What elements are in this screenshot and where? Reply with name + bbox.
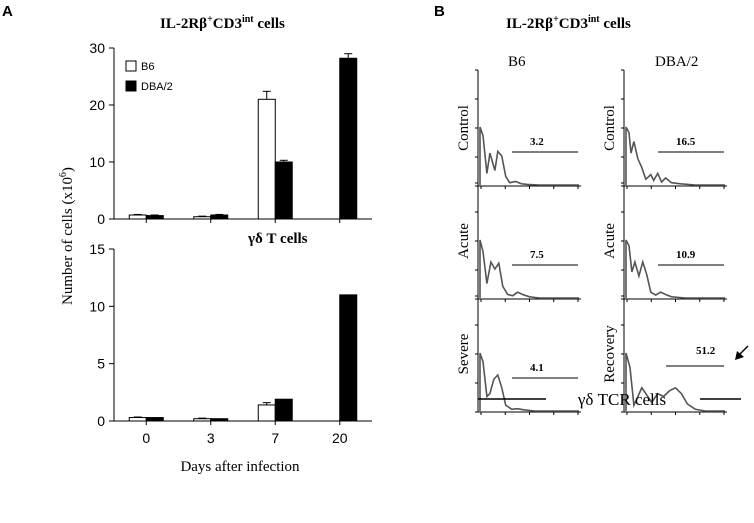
histogram-control-b6: 3.2 Control bbox=[456, 69, 581, 189]
bar-dba2-0 bbox=[145, 417, 164, 422]
histogram-severe-b6: 4.1 Severe bbox=[456, 295, 581, 415]
y-tick-label: 5 bbox=[97, 356, 105, 372]
histogram-row-label: Control bbox=[456, 105, 472, 151]
panel-b-title: IL-2Rβ+CD3int cells bbox=[506, 14, 631, 32]
y-tick-label: 15 bbox=[89, 241, 105, 257]
bar-b6-7 bbox=[257, 404, 276, 422]
y-tick-label: 20 bbox=[89, 97, 105, 113]
legend-swatch-dba2 bbox=[125, 80, 137, 92]
x-tick-label: 7 bbox=[271, 430, 279, 446]
histogram-row-label: Recovery bbox=[602, 325, 618, 383]
legend-label-dba2: DBA/2 bbox=[141, 81, 173, 93]
chart-il2rb-cd3int: 0 10 20 30 bbox=[89, 40, 372, 227]
histogram-curve bbox=[479, 352, 579, 412]
bar-dba2-3 bbox=[210, 214, 229, 220]
gate-value: 10.9 bbox=[676, 249, 696, 261]
histogram-acute-b6: 7.5 Acute bbox=[456, 182, 581, 302]
panel-b-letter: B bbox=[434, 3, 445, 20]
histogram-curve bbox=[625, 126, 725, 186]
bar-b6-3 bbox=[193, 418, 212, 422]
histogram-row-label: Acute bbox=[602, 223, 618, 259]
x-tick-label: 3 bbox=[207, 430, 215, 446]
y-tick-label: 10 bbox=[89, 154, 105, 170]
col-header-dba2: DBA/2 bbox=[655, 54, 698, 70]
panel-b-xlabel: γδ TCR cells bbox=[577, 390, 666, 409]
histogram-curve bbox=[625, 239, 725, 299]
histogram-row-label: Severe bbox=[456, 333, 472, 374]
y-tick-label: 30 bbox=[89, 40, 105, 56]
bar-dba2-20 bbox=[339, 57, 358, 220]
chart2-title: γδ T cells bbox=[247, 231, 308, 247]
bar-dba2-7 bbox=[274, 161, 293, 220]
histogram-curve bbox=[479, 239, 579, 299]
histogram-acute-dba2: 10.9 Acute bbox=[602, 182, 727, 302]
legend-swatch-b6 bbox=[125, 60, 137, 72]
gate-value: 4.1 bbox=[530, 362, 544, 374]
histogram-row-label: Control bbox=[602, 105, 618, 151]
histogram-row-label: Acute bbox=[456, 223, 472, 259]
bar-dba2-3 bbox=[210, 418, 229, 422]
col-header-b6: B6 bbox=[508, 54, 526, 70]
bar-b6-0 bbox=[128, 214, 147, 220]
bar-b6-7 bbox=[257, 98, 276, 220]
legend-label-b6: B6 bbox=[141, 61, 154, 73]
bar-b6-3 bbox=[193, 216, 212, 220]
y-tick-label: 10 bbox=[89, 298, 105, 314]
histogram-control-dba2: 16.5 Control bbox=[602, 69, 727, 189]
panel-a-ylabel: Number of cells (x106) bbox=[58, 167, 76, 305]
bar-dba2-20 bbox=[339, 294, 358, 422]
chart-gd-t-cells: 0 5 10 15 0 3 7 20 bbox=[89, 241, 372, 446]
gate-value: 7.5 bbox=[530, 249, 544, 261]
gate-value: 16.5 bbox=[676, 136, 696, 148]
histogram-recovery-dba2: 51.2 Recovery bbox=[602, 295, 727, 415]
y-tick-label: 0 bbox=[97, 211, 105, 227]
bar-b6-0 bbox=[128, 417, 147, 422]
gate-value: 51.2 bbox=[696, 345, 716, 357]
legend: B6 DBA/2 bbox=[125, 60, 173, 93]
x-tick-label: 0 bbox=[142, 430, 150, 446]
bar-dba2-0 bbox=[145, 215, 164, 220]
histogram-grid: 3.2 Control 7.5 Acute 4.1 Severe 16.5 Control 10… bbox=[456, 69, 727, 415]
gate-value: 3.2 bbox=[530, 136, 544, 148]
panel-a-letter: A bbox=[2, 3, 13, 20]
x-tick-label: 20 bbox=[332, 430, 348, 446]
histogram-curve bbox=[625, 352, 725, 412]
panel-a-title: IL-2Rβ+CD3int cells bbox=[160, 14, 285, 32]
y-tick-label: 0 bbox=[97, 413, 105, 429]
bar-dba2-7 bbox=[274, 398, 293, 422]
panel-a-xlabel: Days after infection bbox=[180, 459, 300, 475]
histogram-curve bbox=[479, 126, 579, 186]
arrow-icon bbox=[735, 345, 749, 360]
